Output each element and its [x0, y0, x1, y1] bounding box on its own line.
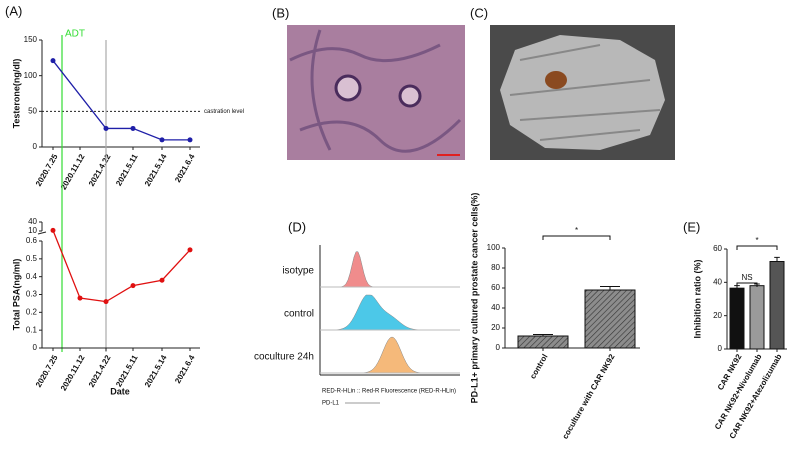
y-tick-label: 0	[33, 343, 38, 352]
y-tick-label: 40	[491, 303, 500, 312]
y-tick-label: 60	[713, 244, 722, 253]
bar	[584, 289, 636, 349]
y-tick-label: 0.5	[26, 254, 38, 263]
flow-row-label: coculture 24h	[254, 352, 314, 363]
flow-histograms: RED-R-HLin :: Red-R Fluorescence (RED-R-…	[254, 245, 460, 407]
flow-histogram	[320, 336, 460, 374]
y-tick-label: 0.1	[26, 325, 38, 334]
x-tick-label: 2020.11.12	[59, 152, 87, 191]
y-tick-label: 0	[496, 343, 501, 352]
data-point	[159, 137, 165, 143]
significance-bracket	[736, 282, 758, 287]
bar	[769, 261, 785, 350]
bar	[517, 335, 569, 349]
data-point	[130, 125, 136, 131]
panel-label: (D)	[288, 219, 306, 234]
x-tick-label: 2021.4.22	[87, 353, 113, 389]
y-tick-label: 20	[491, 323, 500, 332]
x-axis-title: Date	[110, 386, 130, 396]
error-bar	[774, 256, 780, 262]
data-point	[103, 299, 109, 305]
data-line	[52, 230, 191, 303]
data-point	[130, 283, 136, 289]
x-tick-label: 2021.6.4	[173, 353, 197, 385]
flow-histogram	[319, 294, 460, 331]
y-tick-label: 0.3	[26, 290, 38, 299]
error-bar	[600, 286, 620, 290]
flow-xlabel: RED-R-HLin :: Red-R Fluorescence (RED-R-…	[322, 389, 456, 395]
y-tick-label: 50	[28, 106, 37, 115]
culture-image	[490, 25, 675, 160]
y-tick-label: 60	[491, 283, 500, 292]
significance-label: *	[755, 236, 758, 245]
y-tick-label: 40	[28, 217, 37, 226]
panel-label: (B)	[272, 5, 289, 20]
panel-label: (A)	[5, 3, 22, 18]
flow-histogram	[320, 251, 460, 288]
histology-image	[287, 25, 465, 160]
significance-label: *	[575, 226, 578, 235]
y-tick-label: 100	[24, 71, 38, 80]
panel-label: (C)	[470, 5, 488, 20]
y-axis-title: Testerone(ng/dl)	[11, 59, 21, 129]
y-tick-label: 0.4	[26, 272, 38, 281]
x-tick-label: 2021.4.22	[87, 152, 113, 188]
x-tick-label: control	[528, 353, 549, 381]
y-axis-title: Total PSA(ng/ml)	[11, 259, 21, 331]
data-point	[77, 295, 83, 301]
significance-label: NS	[741, 273, 752, 282]
bar	[729, 287, 745, 350]
x-tick-label: 2020.7.25	[34, 152, 60, 188]
data-point	[103, 125, 109, 131]
flow-marker: PD-L1	[322, 401, 340, 407]
error-bar	[533, 334, 553, 336]
reference-label: castration level	[204, 109, 244, 115]
x-tick-label: 2021.5.11	[114, 353, 140, 388]
y-tick-label: 0.6	[26, 236, 38, 245]
panel-label: (E)	[683, 219, 700, 234]
data-line	[52, 60, 190, 141]
data-point	[187, 137, 193, 143]
x-tick-label: 2020.7.25	[34, 353, 60, 389]
data-point	[159, 277, 165, 283]
y-tick-label: 0	[33, 142, 38, 151]
x-tick-label: 2021.5.14	[143, 353, 169, 389]
y-tick-label: 80	[491, 263, 500, 272]
x-tick-label: 2021.5.11	[114, 152, 140, 187]
x-tick-label: 2021.6.4	[173, 152, 197, 184]
data-point	[50, 227, 56, 233]
bar	[749, 285, 765, 350]
y-tick-label: 20	[713, 311, 722, 320]
y-tick-label: 150	[24, 35, 38, 44]
axis-break	[37, 231, 47, 235]
y-tick-label: 10	[28, 226, 37, 235]
x-tick-label: 2020.11.12	[59, 353, 87, 392]
y-tick-label: 0	[718, 344, 723, 353]
flow-row-label: isotype	[282, 266, 314, 277]
data-point	[187, 247, 193, 253]
significance-bracket	[542, 235, 611, 240]
data-point	[50, 58, 56, 64]
y-tick-label: 100	[487, 243, 501, 252]
adt-label: ADT	[65, 29, 85, 40]
significance-bracket	[736, 245, 778, 250]
x-tick-label: 2021.5.14	[143, 152, 169, 188]
y-tick-label: 0.2	[26, 307, 38, 316]
x-tick-label: coculture with CAR NK92	[561, 352, 617, 441]
y-axis-title: Inhibition ratio (%)	[692, 260, 702, 339]
y-tick-label: 40	[713, 277, 722, 286]
y-axis-title: PD-L1+ primary cultured prostate cancer …	[469, 193, 479, 404]
flow-row-label: control	[284, 309, 314, 320]
